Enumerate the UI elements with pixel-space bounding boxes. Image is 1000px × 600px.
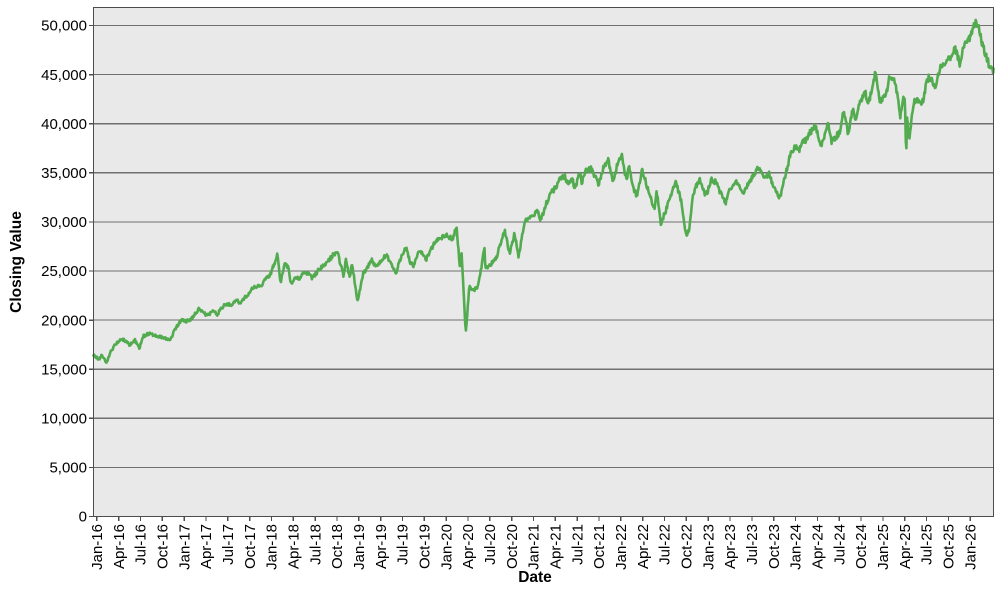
x-tick-label: Jul-21 <box>569 524 586 565</box>
x-tick-label: Jan-16 <box>89 524 106 570</box>
y-tick-label: 35,000 <box>41 165 87 182</box>
x-tick-label: Apr-17 <box>198 524 215 569</box>
y-tick-label: 25,000 <box>41 263 87 280</box>
x-tick-label: Apr-25 <box>897 524 914 569</box>
y-tick-label: 45,000 <box>41 67 87 84</box>
x-tick-label: Oct-22 <box>679 524 696 569</box>
x-tick-label: Jul-19 <box>395 524 412 565</box>
x-tick-label: Jul-25 <box>919 524 936 565</box>
x-tick-label: Oct-25 <box>941 524 958 569</box>
x-tick-label: Oct-19 <box>417 524 434 569</box>
x-tick-label: Jul-24 <box>831 524 848 565</box>
x-tick-label: Jul-16 <box>133 524 150 565</box>
y-tick-label: 15,000 <box>41 361 87 378</box>
x-tick-label: Oct-21 <box>591 524 608 569</box>
x-tick-label: Jul-22 <box>657 524 674 565</box>
x-tick-label: Oct-17 <box>242 524 259 569</box>
x-tick-label: Oct-20 <box>504 524 521 569</box>
y-tick-label: 10,000 <box>41 411 87 428</box>
x-tick-label: Oct-18 <box>329 524 346 569</box>
x-tick-label: Apr-19 <box>373 524 390 569</box>
x-tick-label: Jan-26 <box>962 524 979 570</box>
x-tick-label: Jul-18 <box>307 524 324 565</box>
y-axis-title: Closing Value <box>8 211 25 313</box>
x-tick-label: Jul-23 <box>744 524 761 565</box>
x-tick-label: Oct-16 <box>155 524 172 569</box>
x-tick-label: Apr-22 <box>635 524 652 569</box>
x-tick-label: Oct-24 <box>853 524 870 569</box>
x-tick-label: Apr-16 <box>111 524 128 569</box>
y-tick-label: 50,000 <box>41 18 87 35</box>
x-tick-label: Jan-25 <box>875 524 892 570</box>
x-tick-label: Apr-21 <box>548 524 565 569</box>
closing-value-series-line <box>92 18 995 364</box>
y-tick-label: 40,000 <box>41 116 87 133</box>
x-tick-label: Jul-20 <box>482 524 499 565</box>
y-tick-label: 5,000 <box>49 460 87 477</box>
x-tick-label: Jan-23 <box>700 524 717 570</box>
y-tick-label: 30,000 <box>41 214 87 231</box>
x-axis-title: Date <box>518 569 552 586</box>
x-tick-label: Apr-24 <box>810 524 827 569</box>
x-tick-label: Jan-24 <box>788 524 805 570</box>
x-tick-label: Apr-20 <box>460 524 477 569</box>
x-tick-label: Jan-18 <box>264 524 281 570</box>
x-tick-label: Jan-20 <box>438 524 455 570</box>
x-tick-label: Apr-18 <box>286 524 303 569</box>
plot-border <box>92 6 995 518</box>
y-tick-label: 0 <box>79 509 87 526</box>
x-tick-label: Jan-21 <box>526 524 543 570</box>
x-tick-label: Oct-23 <box>766 524 783 569</box>
x-tick-label: Jan-19 <box>351 524 368 570</box>
x-tick-label: Jul-17 <box>220 524 237 565</box>
x-tick-label: Jan-17 <box>176 524 193 570</box>
x-tick-label: Apr-23 <box>722 524 739 569</box>
plot-background <box>93 7 994 517</box>
y-tick-label: 20,000 <box>41 312 87 329</box>
x-tick-label: Jan-22 <box>613 524 630 570</box>
